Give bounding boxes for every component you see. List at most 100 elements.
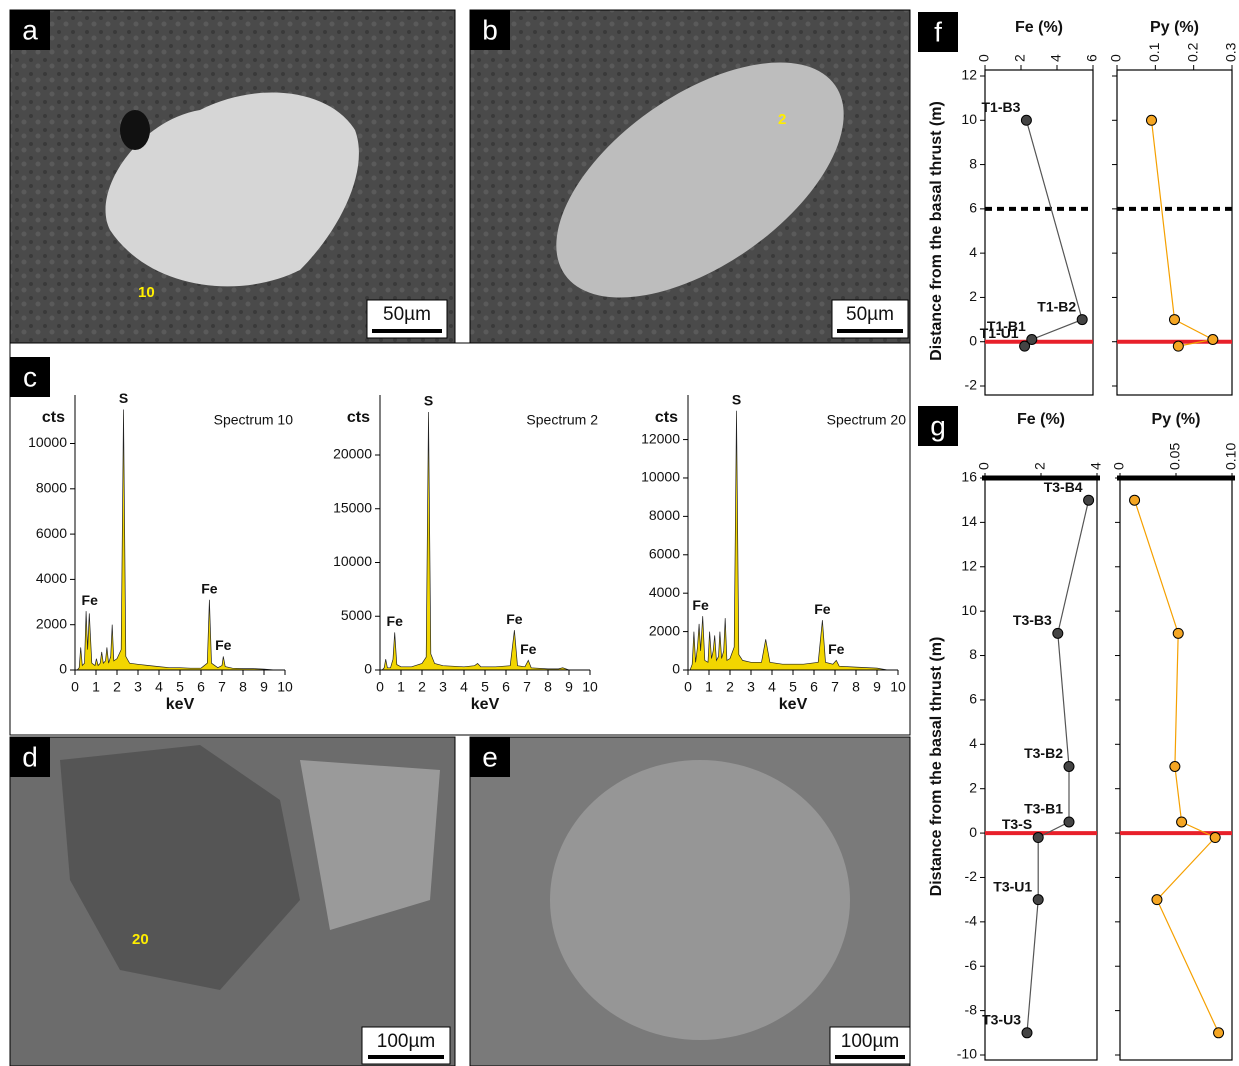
x-tick-label: 9: [260, 679, 268, 695]
x-tick-label: 6: [502, 679, 510, 695]
sample-point: [1033, 895, 1043, 905]
scale-bar-label: 100µm: [841, 1031, 899, 1052]
y-tick-label: 16: [961, 469, 977, 485]
sample-label: T3-U1: [993, 878, 1032, 894]
sample-label: T3-B3: [1013, 612, 1052, 628]
panel-label: f: [934, 16, 942, 47]
x-tick-label: 6: [810, 679, 818, 695]
x-tick-label: 7: [218, 679, 226, 695]
y-tick-label: 6000: [649, 545, 680, 561]
y-tick-label: 6: [969, 200, 977, 216]
x-tick-label: 5: [789, 679, 797, 695]
x-tick-label: 0: [71, 679, 79, 695]
peak-label: S: [424, 393, 433, 409]
x-axis-label: Fe (%): [1017, 411, 1065, 428]
grain: [550, 760, 850, 1040]
plot-frame: [985, 478, 1097, 1060]
x-axis-label: keV: [471, 696, 500, 713]
y-tick-label: 4: [969, 735, 977, 751]
sample-point: [1064, 817, 1074, 827]
sample-point: [1170, 315, 1180, 325]
peak-label: Fe: [814, 601, 831, 617]
y-tick-label: 14: [961, 513, 977, 529]
panel-a: a 10 50µm: [10, 10, 455, 343]
x-tick-label: 2: [113, 679, 121, 695]
y-tick-label: 0: [672, 661, 680, 677]
x-tick-label: 2: [1032, 462, 1048, 470]
x-tick-label: 7: [831, 679, 839, 695]
peak-label: Fe: [82, 592, 99, 608]
x-tick-label: 2: [726, 679, 734, 695]
spectrum-title: Spectrum 20: [827, 412, 907, 428]
y-axis-label: cts: [42, 409, 65, 426]
x-tick-label: 4: [1048, 54, 1064, 62]
sample-point: [1053, 628, 1063, 638]
x-tick-label: 6: [197, 679, 205, 695]
x-tick-label: 0.3: [1223, 42, 1239, 62]
sample-point: [1084, 495, 1094, 505]
sample-label: T3-B4: [1044, 479, 1083, 495]
sample-point: [1208, 335, 1218, 345]
x-tick-label: 0: [684, 679, 692, 695]
x-tick-label: 0.10: [1223, 443, 1239, 470]
x-axis-label: keV: [166, 696, 195, 713]
peak-label: S: [732, 391, 741, 407]
sample-point: [1077, 315, 1087, 325]
peak-label: Fe: [506, 611, 523, 627]
x-tick-label: 4: [460, 679, 468, 695]
y-tick-label: 8000: [649, 507, 680, 523]
sample-point: [1021, 115, 1031, 125]
x-tick-label: 0.2: [1184, 42, 1200, 62]
peak-label: Fe: [520, 641, 537, 657]
y-tick-label: 12: [961, 557, 977, 573]
y-tick-label: 15000: [333, 499, 372, 515]
x-tick-label: 2: [1012, 54, 1028, 62]
x-tick-label: 0: [976, 54, 992, 62]
x-tick-label: 1: [397, 679, 405, 695]
sample-point: [1020, 341, 1030, 351]
spectrum-title: Spectrum 2: [526, 412, 598, 428]
peak-label: Fe: [215, 637, 232, 653]
sample-point: [1064, 762, 1074, 772]
x-tick-label: 3: [747, 679, 755, 695]
x-tick-label: 6: [1084, 54, 1100, 62]
x-tick-label: 4: [155, 679, 163, 695]
sample-point: [1022, 1028, 1032, 1038]
scale-bar-label: 50µm: [383, 304, 431, 325]
peak-label: S: [119, 390, 128, 406]
y-axis-label: cts: [347, 409, 370, 426]
y-tick-label: -4: [965, 913, 978, 929]
sample-label: T3-B2: [1024, 745, 1063, 761]
scale-bar: [835, 1055, 905, 1059]
panel-label: g: [930, 410, 946, 441]
panel-label: c: [23, 361, 37, 392]
y-tick-label: 4: [969, 244, 977, 260]
spot-label: 10: [138, 284, 155, 301]
y-tick-label: 12000: [641, 430, 680, 446]
x-tick-label: 0.1: [1146, 42, 1162, 62]
sample-label: T1-B2: [1037, 298, 1076, 314]
spot-label: 20: [132, 931, 149, 948]
x-tick-label: 1: [92, 679, 100, 695]
x-tick-label: 7: [523, 679, 531, 695]
x-tick-label: 9: [565, 679, 573, 695]
x-tick-label: 0: [1111, 462, 1127, 470]
x-tick-label: 9: [873, 679, 881, 695]
peak-label: Fe: [828, 641, 845, 657]
y-tick-label: 4000: [649, 584, 680, 600]
sample-point: [1173, 341, 1183, 351]
scale-bar: [837, 329, 903, 333]
scale-bar-label: 50µm: [846, 304, 894, 325]
y-tick-label: 4000: [36, 570, 67, 586]
x-tick-label: 0: [1108, 54, 1124, 62]
x-tick-label: 10: [277, 679, 293, 695]
panel-frame: [10, 343, 910, 735]
x-axis-label: Py (%): [1152, 411, 1201, 428]
peak-label: Fe: [201, 580, 218, 596]
panel-label: a: [22, 14, 38, 45]
profile-line: [1027, 500, 1089, 1033]
y-tick-label: 2000: [649, 622, 680, 638]
figure: a 10 50µm b 2 50µm c d 20 100µm e: [0, 0, 1239, 1066]
y-tick-label: 0: [59, 661, 67, 677]
panel-e: e 100µm: [470, 737, 910, 1066]
